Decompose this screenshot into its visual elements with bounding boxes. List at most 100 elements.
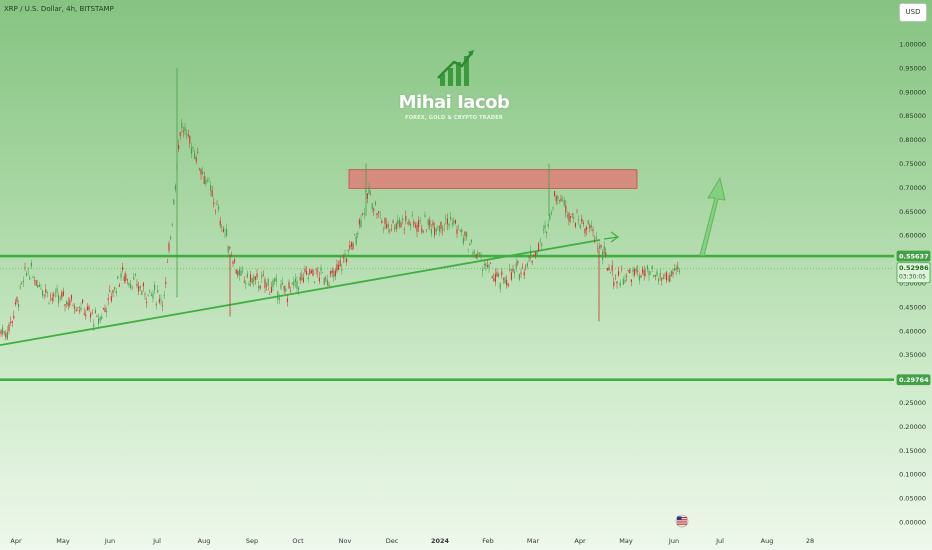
candle-body <box>34 280 36 281</box>
y-tick-label: 0.25000 <box>899 399 926 407</box>
candle-body <box>122 267 124 270</box>
event-flag-stripe <box>677 523 687 525</box>
candle-body <box>179 132 181 136</box>
x-tick-label: Nov <box>339 537 352 545</box>
candle-body <box>162 305 164 307</box>
candle-body <box>93 324 95 327</box>
candle-body <box>19 286 21 288</box>
candle-body <box>421 228 423 233</box>
candle-body <box>469 243 471 246</box>
symbol-title: XRP / U.S. Dollar, 4h, BITSTAMP <box>4 5 114 13</box>
candle-body <box>261 274 263 278</box>
candle-body <box>155 303 157 306</box>
candle-body <box>258 286 260 289</box>
candle-body <box>445 217 447 220</box>
candle-body <box>488 264 490 268</box>
candle-body <box>306 271 308 275</box>
candle-body <box>398 219 400 227</box>
candle-body <box>574 222 576 227</box>
candle-body <box>515 263 517 269</box>
candle-body <box>230 254 232 256</box>
candle-body <box>571 213 573 215</box>
x-tick-label: Mar <box>527 537 540 545</box>
candle-body <box>384 217 386 224</box>
currency-button[interactable]: USD <box>899 3 927 22</box>
candle-body <box>579 224 581 229</box>
candle-body <box>397 220 399 224</box>
candle-body <box>650 273 652 275</box>
price-tag-label: 0.55637 <box>899 253 929 261</box>
candle-body <box>250 274 252 282</box>
candle-body <box>376 213 378 215</box>
x-tick-label: Aug <box>198 537 211 545</box>
candle-body <box>531 260 533 263</box>
candle-body <box>627 270 629 272</box>
candle-body <box>186 133 188 134</box>
candle-body <box>147 295 149 296</box>
projection-arrow[interactable] <box>699 176 726 257</box>
candle-body <box>363 213 365 214</box>
price-tag <box>896 262 931 284</box>
candle-body <box>562 196 564 198</box>
candle-body <box>637 270 639 272</box>
candle-body <box>670 270 672 277</box>
candle-body <box>674 268 676 271</box>
supply-zone[interactable] <box>348 169 638 189</box>
candle-body <box>160 299 162 301</box>
candle-body <box>198 168 200 170</box>
x-tick-label: 28 <box>806 537 814 545</box>
candle-body <box>678 270 680 272</box>
y-tick-label: 0.20000 <box>899 423 926 431</box>
price-tag <box>896 374 931 386</box>
candle-body <box>501 271 503 276</box>
candle-body <box>130 284 132 289</box>
x-tick-label: Apr <box>10 537 22 545</box>
candle-body <box>221 225 223 228</box>
candle-body <box>611 265 613 272</box>
candle-body <box>568 213 570 222</box>
candle-body <box>400 222 402 228</box>
price-tag <box>896 250 931 262</box>
candle-body <box>411 215 413 217</box>
candle-body <box>232 261 234 264</box>
y-tick-label: 0.10000 <box>899 471 926 479</box>
candle-body <box>494 274 496 283</box>
candle-body <box>317 271 319 273</box>
candle-body <box>163 294 165 296</box>
candle-body <box>277 291 279 300</box>
candle-body <box>69 299 71 306</box>
candle-body <box>267 279 269 286</box>
candle-body <box>418 220 420 228</box>
candle-body <box>270 286 272 293</box>
candle-body <box>646 265 648 270</box>
candle-body <box>110 296 112 301</box>
candle-body <box>322 272 324 273</box>
candle-body <box>245 282 247 285</box>
x-tick-label: May <box>56 537 70 545</box>
candle-body <box>499 283 501 289</box>
candle-body <box>565 205 567 213</box>
candle-body <box>382 228 384 230</box>
candle-body <box>296 281 298 289</box>
candle-body <box>45 289 47 293</box>
candle-body <box>490 263 492 264</box>
candle-body <box>525 266 527 268</box>
x-tick-label: Sep <box>246 537 258 545</box>
candle-body <box>486 265 488 267</box>
candle-body <box>530 250 532 259</box>
candle-body <box>541 244 543 247</box>
trendline[interactable] <box>0 239 601 347</box>
candle-body <box>358 219 360 225</box>
candle-body <box>293 281 295 286</box>
x-tick-label: Jun <box>668 537 679 545</box>
candle-body <box>426 229 428 231</box>
event-flag-icon[interactable] <box>675 514 689 528</box>
candle-body <box>141 291 143 295</box>
candle-body <box>413 221 415 225</box>
candle-body <box>3 331 5 333</box>
candle-body <box>30 262 32 267</box>
candle-body <box>120 273 122 278</box>
candle-body <box>458 228 460 230</box>
